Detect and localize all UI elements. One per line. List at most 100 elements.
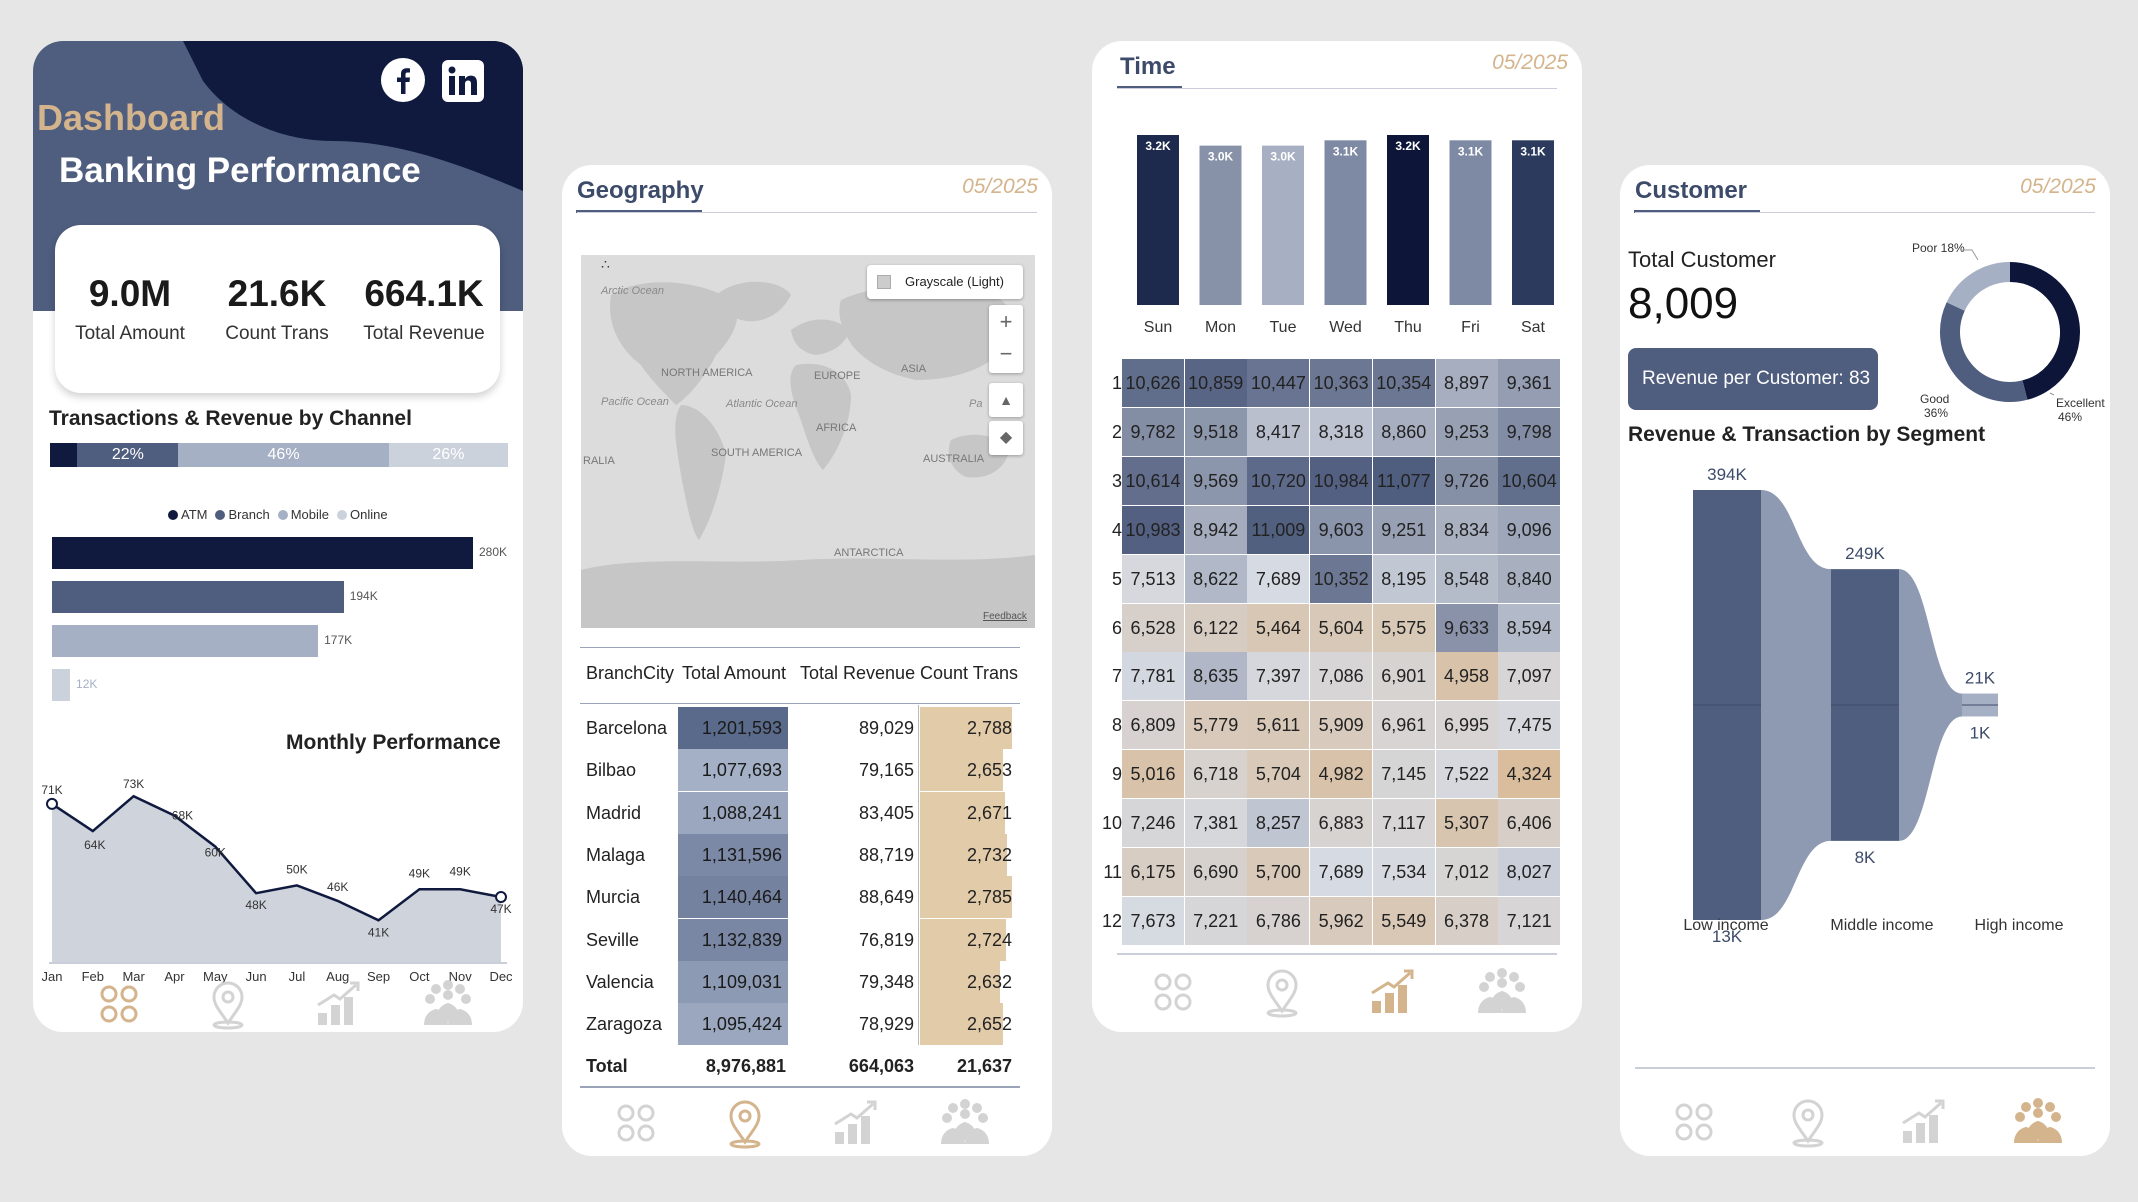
- heatmap-cell[interactable]: 7,689: [1310, 848, 1373, 896]
- zoom-out-icon[interactable]: −: [999, 341, 1013, 366]
- heatmap-cell[interactable]: 9,361: [1498, 359, 1561, 407]
- heatmap-cell[interactable]: 7,781: [1122, 652, 1184, 701]
- heatmap-cell[interactable]: 4,958: [1435, 652, 1498, 701]
- heatmap-cell[interactable]: 7,221: [1184, 896, 1247, 945]
- dashboard-icon[interactable]: [1142, 961, 1202, 1021]
- zoom-in-icon[interactable]: +: [999, 309, 1013, 334]
- legend-item[interactable]: ATM: [168, 507, 207, 522]
- heatmap-cell[interactable]: 10,859: [1184, 359, 1247, 407]
- heatmap-cell[interactable]: 10,604: [1498, 456, 1561, 505]
- heatmap-cell[interactable]: 5,575: [1372, 603, 1435, 652]
- share-segment[interactable]: 46%: [178, 443, 389, 467]
- heatmap-cell[interactable]: 10,447: [1247, 359, 1310, 407]
- table-row[interactable]: Malaga 1,131,596 88,719 2,732: [580, 833, 1020, 876]
- heatmap-cell[interactable]: 8,840: [1498, 554, 1561, 603]
- heatmap-cell[interactable]: 7,522: [1435, 750, 1498, 799]
- heatmap-cell[interactable]: 10,614: [1122, 456, 1184, 505]
- heatmap-cell[interactable]: 9,726: [1435, 456, 1498, 505]
- heatmap-cell[interactable]: 5,909: [1310, 701, 1373, 750]
- team-icon[interactable]: [935, 1092, 995, 1152]
- heatmap-cell[interactable]: 9,253: [1435, 407, 1498, 456]
- heatmap-cell[interactable]: 6,786: [1247, 896, 1310, 945]
- donut-slice[interactable]: [2009, 262, 2080, 400]
- heatmap-cell[interactable]: 7,246: [1122, 799, 1184, 848]
- heatmap-cell[interactable]: 5,700: [1247, 848, 1310, 896]
- feedback-link[interactable]: Feedback: [983, 611, 1027, 622]
- heatmap-cell[interactable]: 5,779: [1184, 701, 1247, 750]
- heatmap-cell[interactable]: 9,782: [1122, 407, 1184, 456]
- channel-bar[interactable]: [52, 581, 344, 613]
- channel-bar[interactable]: [52, 537, 473, 569]
- heatmap-cell[interactable]: 7,117: [1372, 799, 1435, 848]
- location-pin-icon[interactable]: [1778, 1091, 1838, 1151]
- col-header[interactable]: BranchCity: [586, 663, 675, 683]
- heatmap-cell[interactable]: 6,718: [1184, 750, 1247, 799]
- heatmap-cell[interactable]: 9,633: [1435, 603, 1498, 652]
- heatmap-cell[interactable]: 10,352: [1310, 554, 1373, 603]
- heatmap-cell[interactable]: 5,604: [1310, 603, 1373, 652]
- heatmap-cell[interactable]: 8,622: [1184, 554, 1247, 603]
- channel-bar[interactable]: [52, 669, 71, 701]
- location-pin-icon[interactable]: [1252, 961, 1312, 1021]
- heatmap-cell[interactable]: 5,307: [1435, 799, 1498, 848]
- day-bar[interactable]: [1449, 140, 1492, 305]
- endpoint-marker[interactable]: [495, 891, 507, 904]
- donut-slice[interactable]: [1946, 262, 2011, 312]
- heatmap-cell[interactable]: 10,984: [1310, 456, 1373, 505]
- location-pin-icon[interactable]: [715, 1092, 775, 1152]
- heatmap-cell[interactable]: 5,016: [1122, 750, 1184, 799]
- dashboard-icon[interactable]: [1663, 1091, 1723, 1151]
- heatmap-cell[interactable]: 6,175: [1122, 848, 1184, 896]
- heatmap-cell[interactable]: 6,528: [1122, 603, 1184, 652]
- team-icon[interactable]: [2008, 1091, 2068, 1151]
- heatmap-cell[interactable]: 7,086: [1310, 652, 1373, 701]
- heatmap-cell[interactable]: 11,077: [1372, 456, 1435, 505]
- heatmap-cell[interactable]: 8,594: [1498, 603, 1561, 652]
- world-map[interactable]: ∴ Arctic Ocean NORTH AMERICA EUROPE ASIA…: [581, 255, 1035, 628]
- heatmap-cell[interactable]: 9,518: [1184, 407, 1247, 456]
- heatmap-cell[interactable]: 7,097: [1498, 652, 1561, 701]
- heatmap-cell[interactable]: 4,982: [1310, 750, 1373, 799]
- heatmap-cell[interactable]: 8,195: [1372, 554, 1435, 603]
- team-icon[interactable]: [1472, 961, 1532, 1021]
- heatmap-cell[interactable]: 8,860: [1372, 407, 1435, 456]
- table-row[interactable]: Seville 1,132,839 76,819 2,724: [580, 918, 1020, 961]
- channel-share-bar[interactable]: 22% 46% 26%: [50, 443, 508, 467]
- heatmap-cell[interactable]: 6,901: [1372, 652, 1435, 701]
- heatmap-cell[interactable]: 10,720: [1247, 456, 1310, 505]
- table-row[interactable]: Barcelona 1,201,593 89,029 2,788: [580, 707, 1020, 749]
- table-row[interactable]: Murcia 1,140,464 88,649 2,785: [580, 876, 1020, 919]
- legend-item[interactable]: Online: [336, 507, 388, 522]
- dashboard-icon[interactable]: [88, 973, 148, 1032]
- heatmap-cell[interactable]: 5,549: [1372, 896, 1435, 945]
- heatmap-cell[interactable]: 6,809: [1122, 701, 1184, 750]
- heatmap-cell[interactable]: 10,626: [1122, 359, 1184, 407]
- heatmap-cell[interactable]: 8,257: [1247, 799, 1310, 848]
- share-segment[interactable]: 26%: [388, 443, 508, 467]
- col-header[interactable]: Total Amount: [682, 663, 787, 683]
- heatmap-cell[interactable]: 8,548: [1435, 554, 1498, 603]
- heatmap-cell[interactable]: 7,145: [1372, 750, 1435, 799]
- map-style-picker[interactable]: Grayscale (Light): [867, 265, 1023, 299]
- heatmap-cell[interactable]: 11,009: [1247, 505, 1310, 554]
- heatmap-cell[interactable]: 9,603: [1310, 505, 1373, 554]
- day-bar[interactable]: [1512, 140, 1554, 305]
- heatmap-cell[interactable]: 7,534: [1372, 848, 1435, 896]
- heatmap-cell[interactable]: 10,354: [1372, 359, 1435, 407]
- channel-bar[interactable]: [52, 625, 319, 657]
- endpoint-marker[interactable]: [46, 797, 58, 810]
- growth-chart-icon[interactable]: [308, 973, 368, 1032]
- heatmap-cell[interactable]: 9,251: [1372, 505, 1435, 554]
- facebook-icon[interactable]: [380, 57, 426, 103]
- location-pin-icon[interactable]: [198, 973, 258, 1032]
- day-bar[interactable]: [1262, 145, 1304, 305]
- tilt-icon[interactable]: ▲: [989, 383, 1023, 417]
- table-row[interactable]: Valencia 1,109,031 79,348 2,632: [580, 960, 1020, 1003]
- heatmap-cell[interactable]: 5,611: [1247, 701, 1310, 750]
- heatmap-cell[interactable]: 9,096: [1498, 505, 1561, 554]
- growth-chart-icon[interactable]: [1893, 1091, 1953, 1151]
- heatmap-cell[interactable]: 8,635: [1184, 652, 1247, 701]
- heatmap-cell[interactable]: 7,475: [1498, 701, 1561, 750]
- heatmap-cell[interactable]: 6,122: [1184, 603, 1247, 652]
- donut-slice[interactable]: [1940, 302, 2028, 402]
